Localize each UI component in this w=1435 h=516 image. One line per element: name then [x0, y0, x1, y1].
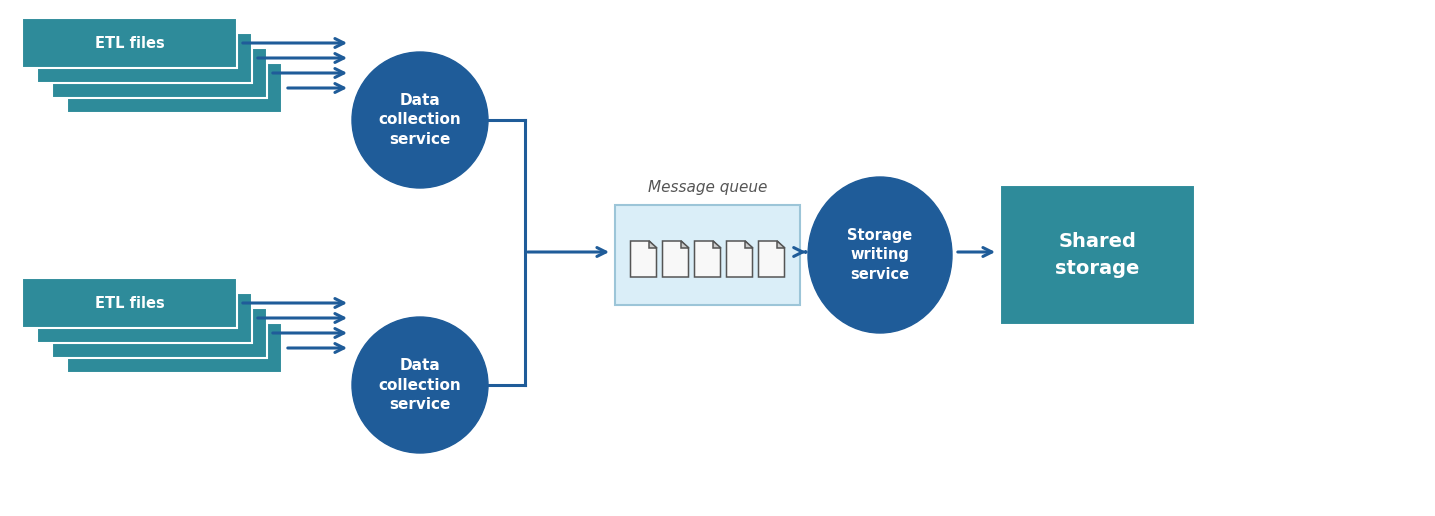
FancyBboxPatch shape: [37, 293, 253, 343]
FancyBboxPatch shape: [1000, 185, 1195, 325]
FancyBboxPatch shape: [67, 323, 283, 373]
FancyBboxPatch shape: [22, 278, 237, 328]
FancyBboxPatch shape: [67, 63, 283, 113]
Circle shape: [352, 317, 488, 453]
Polygon shape: [745, 241, 752, 248]
Ellipse shape: [808, 177, 951, 333]
Polygon shape: [630, 241, 656, 277]
Polygon shape: [695, 241, 720, 277]
FancyBboxPatch shape: [616, 205, 799, 305]
Circle shape: [352, 52, 488, 188]
Polygon shape: [726, 241, 752, 277]
FancyBboxPatch shape: [37, 33, 253, 83]
Text: Application trace logs: Application trace logs: [69, 326, 250, 341]
Polygon shape: [649, 241, 656, 248]
Polygon shape: [778, 241, 785, 248]
FancyBboxPatch shape: [52, 308, 267, 358]
Text: ETL files: ETL files: [95, 296, 165, 311]
Text: Shared
storage: Shared storage: [1055, 232, 1139, 278]
Text: Application trace logs: Application trace logs: [69, 66, 250, 80]
Text: Custom trace logs: Custom trace logs: [99, 80, 250, 95]
Text: OS event logs: OS event logs: [88, 311, 202, 326]
Text: Data
collection
service: Data collection service: [379, 93, 462, 147]
Polygon shape: [663, 241, 689, 277]
Text: Storage
writing
service: Storage writing service: [848, 228, 913, 282]
Polygon shape: [759, 241, 785, 277]
Text: OS event logs: OS event logs: [88, 51, 202, 66]
Text: Data
collection
service: Data collection service: [379, 358, 462, 412]
Polygon shape: [713, 241, 720, 248]
FancyBboxPatch shape: [52, 48, 267, 98]
Text: ETL files: ETL files: [95, 36, 165, 51]
Text: Message queue: Message queue: [647, 180, 768, 195]
FancyBboxPatch shape: [22, 18, 237, 68]
Polygon shape: [682, 241, 689, 248]
Text: Custom trace logs: Custom trace logs: [99, 341, 250, 356]
